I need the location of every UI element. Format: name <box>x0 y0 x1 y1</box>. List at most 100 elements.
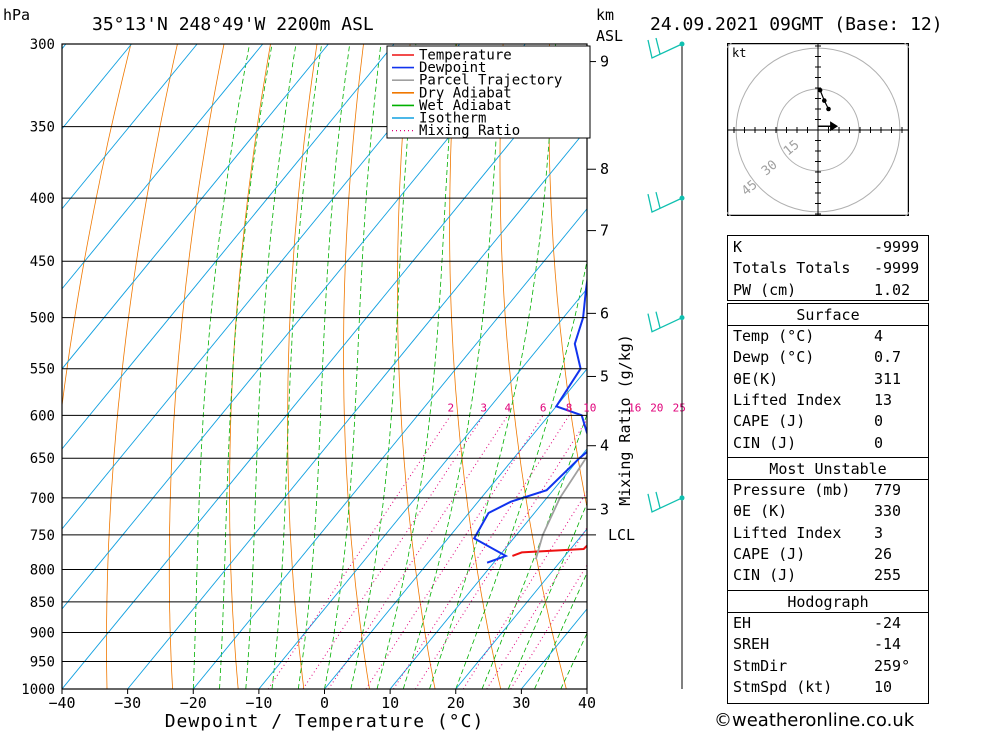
pressure-tick-label: 1000 <box>21 682 55 698</box>
surface-title: Surface <box>796 306 860 324</box>
surface-value: 0 <box>874 412 884 431</box>
hodograph-unit-label: kt <box>732 46 746 60</box>
x-tick-label: 30 <box>512 694 530 712</box>
pressure-tick-label: 400 <box>30 191 55 207</box>
legend-box <box>386 45 591 139</box>
hodograph-index-label: SREH <box>733 635 770 654</box>
most-unstable-title-separator <box>728 479 928 480</box>
wind-barb <box>647 39 683 59</box>
isotherm <box>62 44 198 210</box>
isotherm <box>62 44 526 610</box>
isotherm <box>258 288 587 689</box>
legend-label: Isotherm <box>419 111 486 127</box>
hodograph-indices-panel: Hodograph EH -24 SREH -14 StmDir 259° StmSpd (k… <box>727 590 929 704</box>
pressure-labels: 300 350 400 450 500 550 600 650 700 750 800 850 900 9… <box>21 37 55 698</box>
pressure-tick-label: 750 <box>30 528 55 544</box>
surface-panel: Surface Temp (°C) 4 Dewp (°C) 0.7 θE(K) 311 Lif… <box>727 303 929 459</box>
hodograph-point <box>826 106 831 112</box>
dry-adiabat <box>62 44 132 409</box>
km-tick-label: 8 <box>600 160 609 178</box>
mixing-ratio-label: 3 <box>480 401 487 414</box>
surface-value: 4 <box>874 327 884 345</box>
parcel-trajectory-line <box>534 454 587 560</box>
dry-adiabat <box>343 44 370 689</box>
isotherm <box>62 44 395 450</box>
wet-adiabat <box>376 44 457 689</box>
mixing-ratio-labels: 2 3 4 6 8 10 16 20 25 <box>447 401 685 414</box>
km-tick-label: 5 <box>600 367 609 385</box>
isotherm <box>127 128 587 689</box>
dry-adiabat <box>968 44 1000 689</box>
hodograph-index-label: StmSpd (kt) <box>733 677 833 696</box>
isotherm <box>389 448 587 689</box>
wind-barb <box>647 313 683 333</box>
mixing-ratio-line <box>365 415 544 689</box>
x-axis-label: Dewpoint / Temperature (°C) <box>165 711 485 732</box>
x-tick-label: −20 <box>180 694 207 712</box>
mixing-ratio-label: 8 <box>566 401 573 414</box>
most-unstable-label: CAPE (J) <box>733 544 806 563</box>
hodograph-index-value: -14 <box>874 635 902 654</box>
mixing-ratio-lines <box>267 415 587 689</box>
most-unstable-value: 3 <box>874 523 884 542</box>
isotherm <box>62 44 264 290</box>
surface-label: CIN (J) <box>733 433 797 452</box>
wet-adiabat <box>534 572 587 689</box>
most-unstable-row: CIN (J) 255 <box>728 565 928 586</box>
mixing-ratio-line <box>267 415 452 689</box>
wet-adiabat <box>402 44 503 689</box>
km-tick-label: 3 <box>600 500 609 518</box>
most-unstable-panel: Most Unstable Pressure (mb) 779 θE (K) 330 Li… <box>727 457 929 592</box>
mixing-ratio-label: 16 <box>628 401 641 414</box>
surface-label: Lifted Index <box>733 390 842 409</box>
pressure-tick-label: 700 <box>30 491 55 507</box>
wind-profile <box>647 37 685 689</box>
index-row: PW (cm) 1.02 <box>728 280 928 301</box>
dry-adiabat <box>499 44 567 689</box>
surface-label: Temp (°C) <box>733 327 815 345</box>
mixing-ratio-label: 10 <box>583 401 596 414</box>
wind-barb <box>647 493 683 513</box>
km-tick-label: 9 <box>600 53 609 71</box>
hodograph-index-value: 10 <box>874 677 893 696</box>
wet-adiabat <box>350 44 417 689</box>
most-unstable-value: 255 <box>874 566 902 585</box>
wet-adiabat <box>192 44 250 689</box>
pressure-tick-label: 800 <box>30 562 55 578</box>
km-axis: 9 8 7 6 5 4 3 LCL <box>587 53 635 544</box>
hodograph-point <box>817 87 823 93</box>
km-tick-label: 4 <box>600 437 609 455</box>
mixing-ratio-label: 25 <box>673 401 686 414</box>
km-tick-label: LCL <box>608 526 635 544</box>
most-unstable-label: θE (K) <box>733 502 788 521</box>
pressure-tick-label: 900 <box>30 626 55 642</box>
dewpoint-line <box>472 275 587 564</box>
km-tick-label: 7 <box>600 222 609 240</box>
pressure-tick-label: 600 <box>30 408 55 424</box>
wet-adiabat <box>507 502 587 689</box>
surface-label: Dewp (°C) <box>733 348 815 367</box>
dry-adiabat <box>106 44 178 689</box>
surface-title-separator <box>728 325 928 326</box>
index-row: K -9999 <box>728 237 928 258</box>
pressure-unit-label: hPa <box>3 6 30 24</box>
index-label: PW (cm) <box>733 280 797 299</box>
hodograph-index-row: SREH -14 <box>728 634 928 655</box>
legend-label: Parcel Trajectory <box>419 73 562 89</box>
isotherm <box>62 44 329 370</box>
most-unstable-row: Lifted Index 3 <box>728 523 928 544</box>
surface-row: Temp (°C) 4 <box>728 326 928 347</box>
wet-adiabat <box>245 44 297 689</box>
index-value: -9999 <box>874 238 920 256</box>
most-unstable-label: CIN (J) <box>733 566 797 585</box>
credit-link[interactable]: ©weatheronline.co.uk <box>714 710 915 731</box>
surface-row: Lifted Index 13 <box>728 390 928 411</box>
mixing-ratio-line <box>328 415 509 689</box>
hodograph-index-label: EH <box>733 614 752 632</box>
x-tick-label: −30 <box>114 694 141 712</box>
hodograph-index-title-separator <box>728 612 928 613</box>
isotherm <box>62 44 460 530</box>
isotherm <box>62 48 587 689</box>
